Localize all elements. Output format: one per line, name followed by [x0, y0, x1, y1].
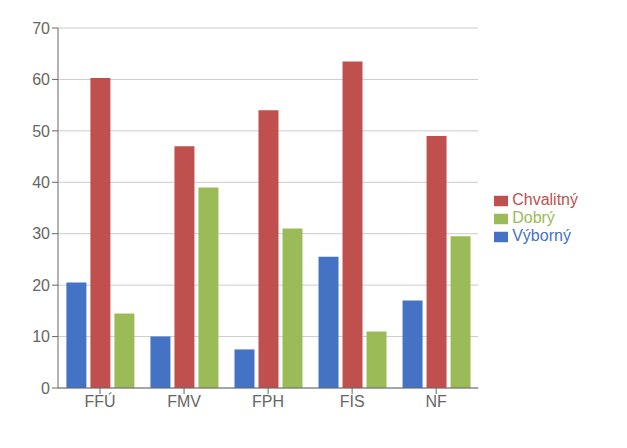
- html-text:Dobrý: Dobrý: [512, 209, 555, 226]
- svg-text:FFÚ: FFÚ: [84, 392, 115, 410]
- svg-text:40: 40: [32, 174, 50, 191]
- svg-text:FMV: FMV: [167, 393, 201, 410]
- svg-text:10: 10: [32, 328, 50, 345]
- html-text:Výborný: Výborný: [512, 227, 571, 244]
- svg-text:60: 60: [32, 71, 50, 88]
- svg-text:50: 50: [32, 123, 50, 140]
- svg-text:70: 70: [32, 20, 50, 37]
- svg-text:NF: NF: [426, 393, 448, 410]
- svg-text:FPH: FPH: [252, 393, 284, 410]
- html-text:Chvalitný: Chvalitný: [512, 191, 578, 208]
- svg-text:0: 0: [41, 380, 50, 397]
- svg-text:20: 20: [32, 277, 50, 294]
- svg-text:FIS: FIS: [340, 393, 365, 410]
- svg-text:30: 30: [32, 225, 50, 242]
